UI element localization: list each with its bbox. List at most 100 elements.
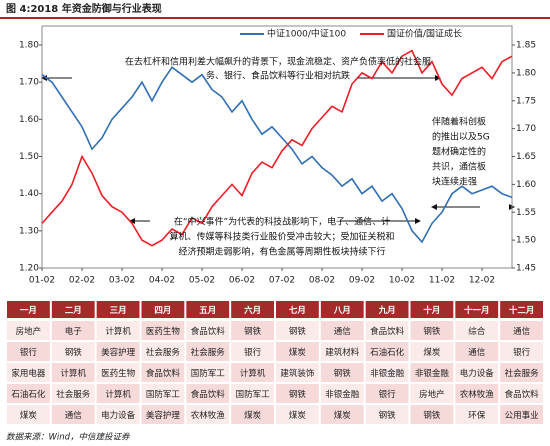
table-cell [455,363,499,382]
y2-tick-label: 1.50 [516,236,536,246]
cell-text: 建筑材料 [325,347,360,358]
header-cell [455,301,499,318]
cell-text: 钢铁 [65,347,83,358]
table-cell [320,405,364,424]
cell-text: 医药生物 [146,326,181,337]
cell-text: 环保 [468,410,486,421]
cell-text: 钢铁 [289,326,307,337]
table-cell [500,363,543,382]
cell-text: 通信 [65,410,83,421]
x-tick-label: 12-02 [469,276,495,286]
legend-label: 国证价值/国证成长 [387,28,462,40]
cell-text: 社会服务 [191,347,226,358]
table-cell [51,342,95,361]
header-cell [231,301,274,318]
cell-text: 公用事业 [505,410,539,421]
y2-tick-label: 1.65 [516,152,536,162]
cell-text: 社会服务 [56,389,91,400]
cell-text: 煤炭 [423,347,441,358]
cell-text: 煤炭 [20,410,38,421]
table-cell [51,321,95,340]
source: 数据来源：Wind，中信建投证券 [6,432,131,443]
legend-label: 中证1000/中证100 [267,28,346,40]
table-cell [455,405,499,424]
annotation: 块连续走强 [432,176,477,188]
header-text: 八月 [333,306,351,316]
cell-text: 钢铁 [244,326,262,337]
y2-tick-label: 1.85 [516,41,536,51]
cell-text: 计算机 [240,368,266,379]
table-cell [186,405,230,424]
header-text: 十二月 [509,305,535,316]
table-cell [186,342,230,361]
cell-text: 石油石化 [11,389,46,400]
annotation: 务、银行、食品饮料等行业相对抗跌 [206,70,350,82]
y2-tick-label: 1.55 [516,208,536,218]
cell-text: 钢铁 [289,389,307,400]
table-cell [410,342,454,361]
table-cell [231,321,274,340]
header-cell [141,301,185,318]
table-cell [276,342,319,361]
table-cell [276,363,319,382]
cell-text: 计算机 [105,389,131,400]
header-text: 五月 [199,306,216,316]
x-tick-label: 02-02 [69,276,95,286]
header-cell [500,301,543,318]
cell-text: 通信 [334,326,352,337]
cell-text: 农林牧渔 [460,389,495,400]
y2-tick-label: 1.60 [516,180,536,190]
x-tick-label: 07-02 [269,276,295,286]
cell-text: 钢铁 [423,410,441,421]
table-cell [96,405,140,424]
cell-text: 通信 [468,347,486,358]
y-tick-label: 1.60 [19,115,39,125]
cell-text: 社会服务 [505,368,540,379]
cell-text: 美容护理 [146,410,181,421]
header-cell [96,301,140,318]
annotation: 经济预期走弱影响，有色金属等周期性板块持续下行 [178,246,385,258]
annotation: 在“中兴事件”为代表的科技战影响下，电子、通信、计 [174,216,390,228]
header-cell [7,301,50,318]
x-tick-label: 09-02 [349,276,375,286]
table-cell [500,342,543,361]
header-cell [410,301,454,318]
y-tick-label: 1.80 [19,41,39,51]
table-cell [455,321,499,340]
line-series [41,49,513,247]
cell-text: 电力设备 [460,368,495,379]
table-cell [7,321,50,340]
cell-text: 钢铁 [423,326,441,337]
table-cell [455,384,499,403]
cell-text: 国防军工 [146,389,181,400]
table-cell [7,342,50,361]
cell-text: 非银金融 [370,368,405,379]
table-cell [231,363,274,382]
x-tick-label: 11-02 [429,276,455,286]
table-cell [96,384,140,403]
table-cell [365,405,409,424]
table-cell [276,405,319,424]
cell-text: 煤炭 [289,410,307,421]
table-cell [231,342,274,361]
table-cell [141,405,185,424]
header-text: 七月 [289,305,306,316]
header-text: 六月 [244,305,261,316]
annotation: 题材确定性的 [432,146,486,158]
figure-title: 图 4:2018 年资金防御与行业表现 [6,2,162,15]
header-cell [276,301,319,318]
header-text: 九月 [378,305,396,316]
table-cell [96,321,140,340]
cell-text: 银行 [513,347,531,358]
table-cell [320,342,364,361]
cell-text: 煤炭 [334,410,352,421]
table-cell [365,342,409,361]
y2-tick-label: 1.75 [516,96,536,106]
cell-text: 煤炭 [289,347,307,358]
x-tick-label: 06-02 [229,276,255,286]
cell-text: 家用电器 [11,368,46,379]
header-text: 十月 [423,305,440,316]
cell-text: 钢铁 [379,410,397,421]
table-cell [141,342,185,361]
